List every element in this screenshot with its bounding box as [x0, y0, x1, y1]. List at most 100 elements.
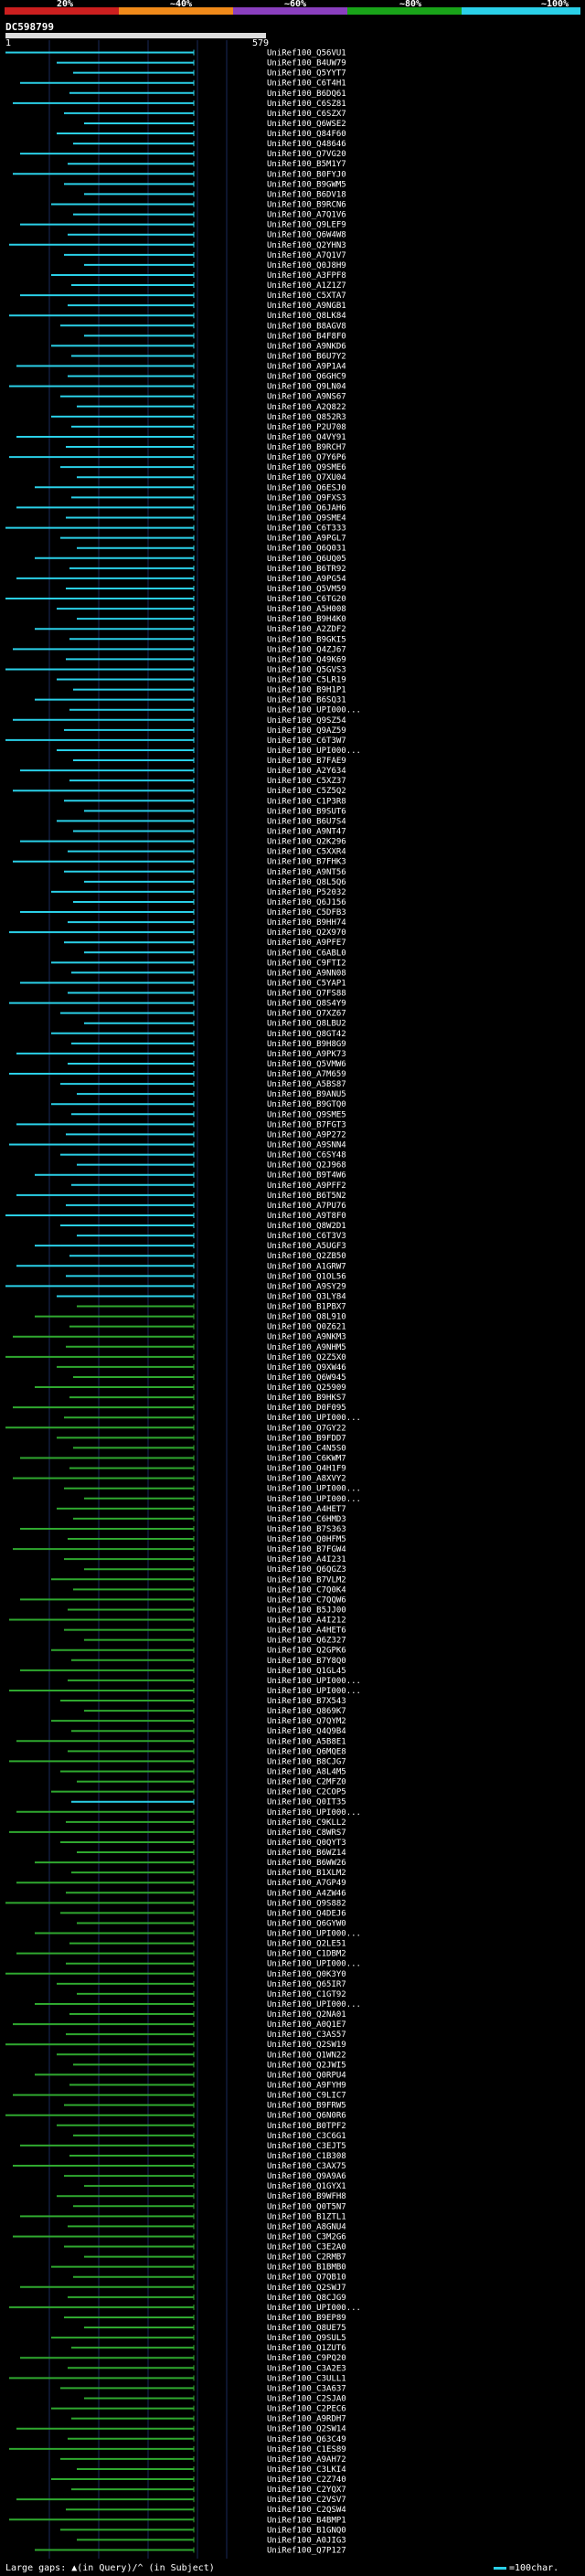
hit-label[interactable]: UniRef100_Q2JWI5 — [267, 2061, 346, 2070]
hit-row[interactable]: UniRef100_Q6ESJ0 — [35, 483, 346, 493]
hit-label[interactable]: UniRef100_A4HET6 — [267, 1627, 346, 1636]
hit-label[interactable]: UniRef100_C6TG20 — [267, 595, 346, 604]
hit-label[interactable]: UniRef100_A1Z1Z7 — [267, 281, 346, 291]
hit-row[interactable]: UniRef100_B9T4W6 — [35, 1171, 346, 1181]
hit-label[interactable]: UniRef100_Q6UQ05 — [267, 555, 346, 564]
hit-label[interactable]: UniRef100_A2Y634 — [267, 767, 346, 776]
hit-row[interactable]: UniRef100_B9GKI5 — [69, 635, 346, 644]
hit-label[interactable]: UniRef100_Q8L5Q6 — [267, 878, 346, 887]
hit-row[interactable]: UniRef100_P52032 — [51, 888, 346, 897]
hit-label[interactable]: UniRef100_Q2NA01 — [267, 2010, 346, 2019]
hit-row[interactable]: UniRef100_Q9A9A6 — [64, 2172, 346, 2181]
hit-label[interactable]: UniRef100_Q2GPK6 — [267, 1647, 346, 1656]
hit-label[interactable]: UniRef100_C3A637 — [267, 2384, 346, 2393]
hit-label[interactable]: UniRef100_Q7FS88 — [267, 990, 346, 999]
hit-label[interactable]: UniRef100_A4I231 — [267, 1555, 346, 1564]
hit-row[interactable]: UniRef100_A9SY29 — [5, 1282, 346, 1291]
hit-row[interactable]: UniRef100_A9NT47 — [73, 828, 346, 837]
hit-label[interactable]: UniRef100_C8WRS7 — [267, 1829, 346, 1838]
hit-row[interactable]: UniRef100_A9PFE7 — [64, 938, 346, 948]
hit-label[interactable]: UniRef100_C2PEC6 — [267, 2405, 346, 2414]
hit-label[interactable]: UniRef100_UPI000... — [267, 1414, 361, 1423]
hit-label[interactable]: UniRef100_B6TR92 — [267, 565, 346, 574]
hit-row[interactable]: UniRef100_Q6Q031 — [77, 545, 346, 554]
hit-label[interactable]: UniRef100_A9NHM5 — [267, 1343, 346, 1352]
hit-row[interactable]: UniRef100_B1PBX7 — [77, 1303, 346, 1312]
hit-row[interactable]: UniRef100_Q4H1F9 — [69, 1465, 346, 1474]
hit-row[interactable]: UniRef100_Q2YHN3 — [9, 241, 346, 250]
hit-label[interactable]: UniRef100_C6SZ81 — [267, 100, 346, 109]
hit-label[interactable]: UniRef100_Q5YYT7 — [267, 69, 346, 79]
hit-label[interactable]: UniRef100_Q6Z327 — [267, 1637, 346, 1646]
hit-row[interactable]: UniRef100_C2COP5 — [51, 1788, 346, 1797]
hit-row[interactable]: UniRef100_Q6WSE2 — [84, 120, 346, 129]
hit-label[interactable]: UniRef100_C9LIC7 — [267, 2092, 346, 2101]
hit-label[interactable]: UniRef100_A9PGL7 — [267, 535, 346, 544]
hit-label[interactable]: UniRef100_B1GNQ0 — [267, 2526, 346, 2535]
hit-row[interactable]: UniRef100_Q6W4W8 — [68, 231, 346, 240]
hit-row[interactable]: UniRef100_Q852R3 — [51, 413, 346, 422]
hit-row[interactable]: UniRef100_Q2LE51 — [69, 1940, 346, 1949]
hit-label[interactable]: UniRef100_A9P1A4 — [267, 363, 346, 372]
hit-row[interactable]: UniRef100_Q8S4Y9 — [9, 1000, 346, 1009]
hit-label[interactable]: UniRef100_Q6J156 — [267, 898, 346, 907]
hit-row[interactable]: UniRef100_UPI000... — [69, 706, 361, 716]
hit-row[interactable]: UniRef100_C6T333 — [5, 525, 346, 534]
hit-label[interactable]: UniRef100_Q852R3 — [267, 413, 346, 422]
hit-label[interactable]: UniRef100_A9SNN4 — [267, 1141, 346, 1150]
hit-label[interactable]: UniRef100_C5DFB3 — [267, 908, 346, 917]
hit-label[interactable]: UniRef100_C9FTI2 — [267, 959, 346, 968]
hit-row[interactable]: UniRef100_Q1ZUT6 — [71, 2344, 346, 2353]
hit-row[interactable]: UniRef100_C5XXR4 — [68, 848, 346, 857]
hit-row[interactable]: UniRef100_C3E2A0 — [64, 2243, 346, 2253]
hit-label[interactable]: UniRef100_B5JJ00 — [267, 1606, 346, 1615]
hit-row[interactable]: UniRef100_A8L4M5 — [60, 1768, 346, 1777]
hit-label[interactable]: UniRef100_B7VLM2 — [267, 1575, 346, 1585]
hit-label[interactable]: UniRef100_C9PQ20 — [267, 2354, 346, 2363]
hit-row[interactable]: UniRef100_C6T3W7 — [5, 737, 346, 746]
hit-label[interactable]: UniRef100_A2ZDF2 — [267, 625, 346, 634]
hit-label[interactable]: UniRef100_Q6Q031 — [267, 545, 346, 554]
hit-row[interactable]: UniRef100_C5XZ37 — [69, 777, 346, 786]
hit-row[interactable]: UniRef100_B9GTQ0 — [51, 1100, 346, 1109]
hit-row[interactable]: UniRef100_A9NHM5 — [66, 1343, 346, 1352]
hit-label[interactable]: UniRef100_Q4VY91 — [267, 433, 346, 442]
hit-row[interactable]: UniRef100_Q49K69 — [66, 655, 346, 664]
hit-row[interactable]: UniRef100_A9NT56 — [64, 868, 346, 877]
hit-label[interactable]: UniRef100_Q9S882 — [267, 1899, 346, 1908]
hit-label[interactable]: UniRef100_Q1ZUT6 — [267, 2344, 346, 2353]
hit-label[interactable]: UniRef100_A9AH72 — [267, 2455, 346, 2465]
hit-row[interactable]: UniRef100_A4HET6 — [64, 1627, 346, 1636]
hit-label[interactable]: UniRef100_Q2YHN3 — [267, 241, 346, 250]
hit-row[interactable]: UniRef100_A5BS87 — [60, 1080, 346, 1089]
hit-label[interactable]: UniRef100_Q7Y6P6 — [267, 453, 346, 462]
hit-row[interactable]: UniRef100_C3M2G6 — [13, 2232, 346, 2242]
hit-label[interactable]: UniRef100_B0FYJ0 — [267, 170, 346, 179]
hit-label[interactable]: UniRef100_A5UGF3 — [267, 1242, 346, 1251]
hit-label[interactable]: UniRef100_C6T4H1 — [267, 80, 346, 89]
hit-label[interactable]: UniRef100_A9T8F0 — [267, 1212, 346, 1221]
hit-label[interactable]: UniRef100_Q2SWJ7 — [267, 2284, 346, 2293]
hit-row[interactable]: UniRef100_Q7QYM2 — [51, 1717, 346, 1726]
hit-row[interactable]: UniRef100_Q0IT35 — [71, 1798, 346, 1807]
hit-row[interactable]: UniRef100_B9HH74 — [68, 918, 346, 928]
hit-label[interactable]: UniRef100_A5BS87 — [267, 1080, 346, 1089]
hit-row[interactable]: UniRef100_C5Z5Q2 — [13, 787, 346, 796]
hit-row[interactable]: UniRef100_Q2SWJ7 — [20, 2284, 346, 2293]
hit-label[interactable]: UniRef100_B9RCN6 — [267, 201, 346, 210]
hit-label[interactable]: UniRef100_B6U7S4 — [267, 817, 346, 826]
hit-label[interactable]: UniRef100_B4UW79 — [267, 59, 346, 69]
hit-row[interactable]: UniRef100_A5UGF3 — [35, 1242, 346, 1251]
hit-label[interactable]: UniRef100_B9EP89 — [267, 2314, 346, 2323]
hit-row[interactable]: UniRef100_A2ZDF2 — [35, 625, 346, 634]
hit-row[interactable]: UniRef100_Q8L910 — [35, 1313, 346, 1322]
hit-label[interactable]: UniRef100_Q9LN04 — [267, 383, 346, 392]
hit-label[interactable]: UniRef100_B7S363 — [267, 1525, 346, 1534]
hit-label[interactable]: UniRef100_Q7XZ67 — [267, 1010, 346, 1019]
hit-label[interactable]: UniRef100_C1ES89 — [267, 2445, 346, 2454]
hit-row[interactable]: UniRef100_UPI000... — [57, 747, 361, 756]
hit-row[interactable]: UniRef100_C6ABL0 — [84, 949, 346, 958]
hit-row[interactable]: UniRef100_A9P272 — [66, 1130, 346, 1140]
hit-label[interactable]: UniRef100_C6SY48 — [267, 1151, 346, 1161]
hit-label[interactable]: UniRef100_A9NGB1 — [267, 302, 346, 311]
